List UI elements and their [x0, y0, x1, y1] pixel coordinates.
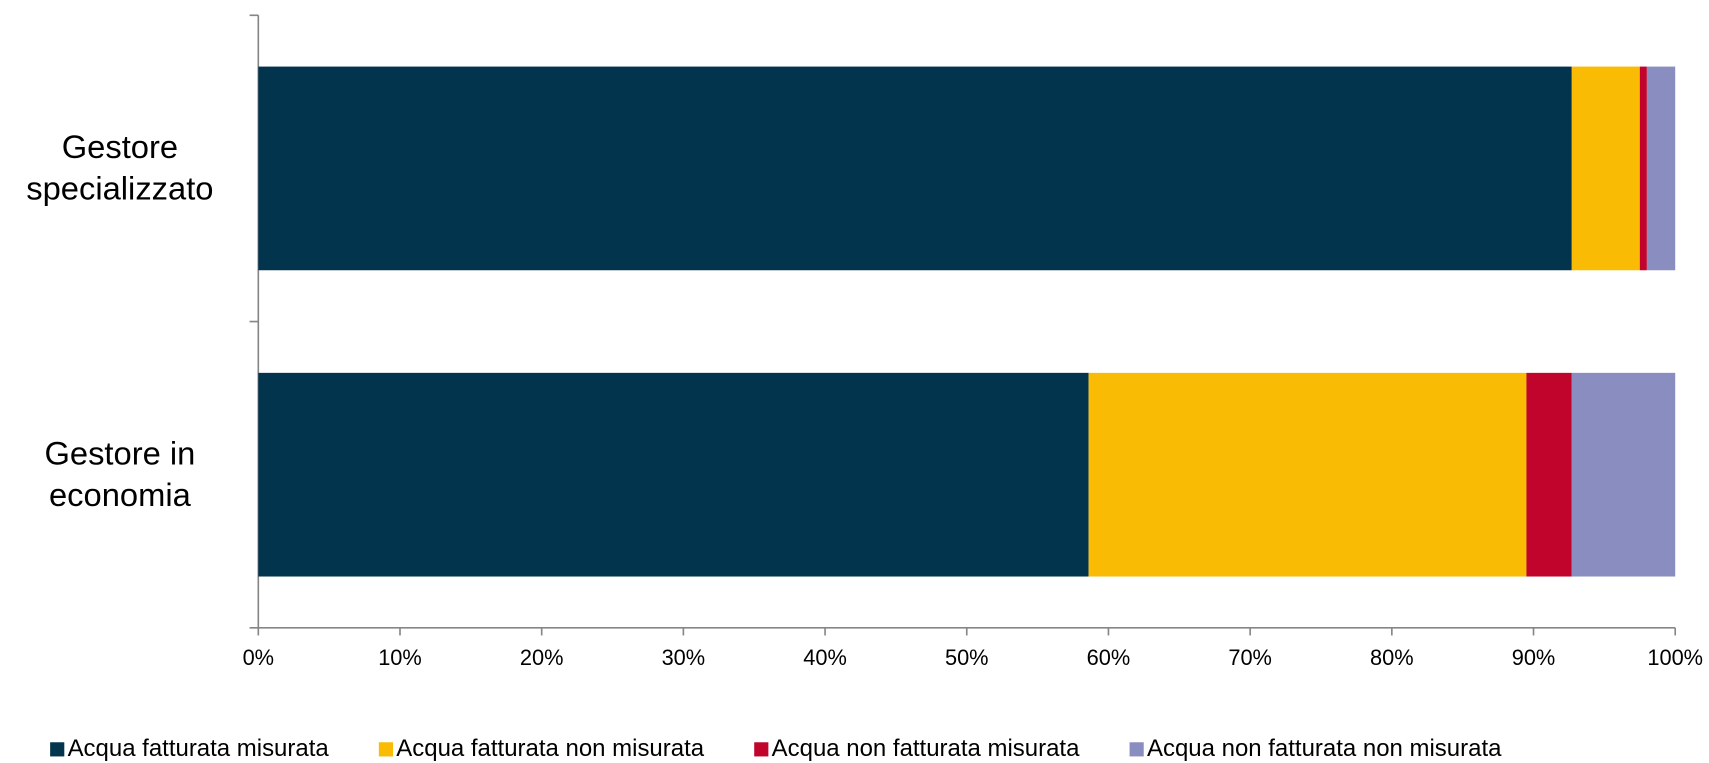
bar-segment — [1088, 372, 1527, 577]
x-tick-label: 70% — [1228, 645, 1272, 670]
y-tick-label: Gestore specializzato — [26, 129, 214, 207]
x-tick-label: 50% — [945, 645, 989, 670]
bar-segment — [1571, 372, 1676, 577]
x-tick-label: 40% — [803, 645, 847, 670]
legend-label: Acqua non fatturata non misurata — [1147, 735, 1502, 762]
legend-label: Acqua fatturata misurata — [68, 735, 330, 762]
bar-segment — [1639, 66, 1647, 271]
bar-segment — [1526, 372, 1572, 577]
legend-label: Acqua non fatturata misurata — [772, 735, 1080, 762]
y-tick-label: Gestore in economia — [44, 435, 196, 513]
bar-segment — [1571, 66, 1640, 271]
legend-swatch — [378, 742, 394, 757]
x-tick-label: 100% — [1647, 645, 1703, 670]
legend-label: Acqua fatturata non misurata — [396, 735, 704, 762]
x-tick-label: 0% — [243, 645, 274, 670]
legend-swatch — [1129, 742, 1144, 757]
x-tick-label: 30% — [662, 645, 706, 670]
x-tick-label: 90% — [1512, 645, 1556, 670]
legend-swatch — [50, 742, 65, 757]
category-label-box: Gestore in economia — [44, 435, 196, 513]
bar-segment — [258, 372, 1089, 577]
x-tick-label: 10% — [378, 645, 422, 670]
x-tick-label: 20% — [520, 645, 564, 670]
x-tick-label: 60% — [1087, 645, 1131, 670]
bar-segment — [258, 66, 1572, 271]
bar-segment — [1646, 66, 1676, 271]
x-tick-label: 80% — [1370, 645, 1414, 670]
legend-swatch — [754, 742, 769, 757]
category-label-box: Gestore specializzato — [26, 129, 214, 207]
